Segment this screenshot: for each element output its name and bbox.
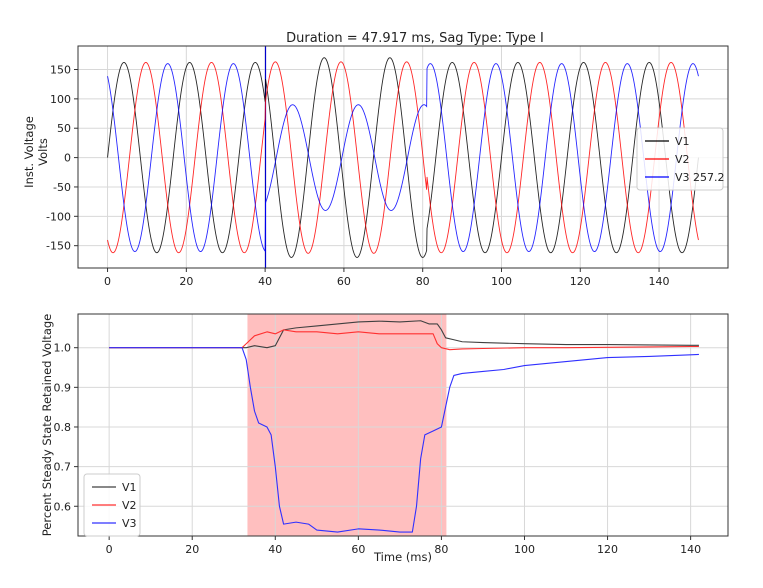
x-tick-label: 80 xyxy=(434,543,448,556)
y-tick-label: 1.0 xyxy=(54,342,72,355)
x-tick-label: 100 xyxy=(491,275,512,288)
x-ticks: 0 20 40 60 80 100 120 140 xyxy=(104,268,670,288)
grid xyxy=(78,314,728,536)
y-tick-label: 150 xyxy=(50,63,71,76)
y-tick-label: -150 xyxy=(46,240,71,253)
plot-frame xyxy=(77,45,729,269)
x-tick-label: 80 xyxy=(416,275,430,288)
chart-title: Duration = 47.917 ms, Sag Type: Type I xyxy=(286,31,544,46)
y-tick-label: 100 xyxy=(50,93,71,106)
series-line-3 xyxy=(107,63,699,253)
series-line-1 xyxy=(107,57,699,258)
y-tick-label: 0.9 xyxy=(54,381,72,394)
y-tick-label: 0.6 xyxy=(54,500,72,513)
y-tick-label: 50 xyxy=(57,122,71,135)
x-tick-label: 140 xyxy=(649,275,670,288)
x-tick-label: 120 xyxy=(597,543,618,556)
series-line-2 xyxy=(109,329,699,351)
plot-frame xyxy=(77,313,729,537)
voltage-waveform-chart: Duration = 47.917 ms, Sag Type: Type I I… xyxy=(22,31,729,288)
x-tick-label: 0 xyxy=(106,543,113,556)
x-tick-label: 20 xyxy=(179,275,193,288)
y-axis-label: Percent Steady State Retained Voltage xyxy=(40,314,54,536)
legend-entry: V3 257.2 xyxy=(675,171,725,184)
y-ticks: 0.6 0.7 0.8 0.9 1.0 xyxy=(54,342,78,513)
y-tick-label: 0.8 xyxy=(54,421,72,434)
x-tick-label: 0 xyxy=(104,275,111,288)
legend-box xyxy=(636,127,724,191)
x-axis-label: Time (ms) xyxy=(373,550,432,564)
legend: V1 V2 V3 257.2 xyxy=(636,127,725,191)
x-tick-label: 120 xyxy=(570,275,591,288)
x-tick-label: 60 xyxy=(337,275,351,288)
y-tick-label: -50 xyxy=(53,181,71,194)
x-tick-label: 100 xyxy=(514,543,535,556)
legend-entry: V1 xyxy=(675,135,690,148)
grid xyxy=(78,46,728,268)
series-line-1 xyxy=(109,320,699,349)
sag-duration-span xyxy=(247,314,447,536)
legend-entry: V2 xyxy=(675,153,690,166)
x-tick-label: 40 xyxy=(258,275,272,288)
legend: V1 V2 V3 xyxy=(83,473,141,537)
series-group xyxy=(107,57,699,258)
y-tick-label: -100 xyxy=(46,210,71,223)
x-tick-label: 40 xyxy=(268,543,282,556)
legend-entry: V3 xyxy=(122,517,137,530)
x-tick-label: 20 xyxy=(185,543,199,556)
legend-entry: V1 xyxy=(122,481,137,494)
legend-entry: V2 xyxy=(122,499,137,512)
y-ticks: -150 -100 -50 0 50 100 150 xyxy=(46,63,78,253)
series-line-3 xyxy=(109,347,699,533)
y-axis-label-line1: Inst. Voltage xyxy=(22,116,36,188)
x-ticks: 0 20 40 60 80 100 120 140 xyxy=(106,536,701,556)
retained-voltage-chart: Percent Steady State Retained Voltage Ti… xyxy=(40,313,729,564)
y-axis-label-line2: Volts xyxy=(36,138,50,166)
y-tick-label: 0.7 xyxy=(54,461,72,474)
x-tick-label: 140 xyxy=(680,543,701,556)
x-tick-label: 60 xyxy=(351,543,365,556)
y-tick-label: 0 xyxy=(64,152,71,165)
series-line-2 xyxy=(107,61,699,254)
series-group xyxy=(109,320,699,533)
